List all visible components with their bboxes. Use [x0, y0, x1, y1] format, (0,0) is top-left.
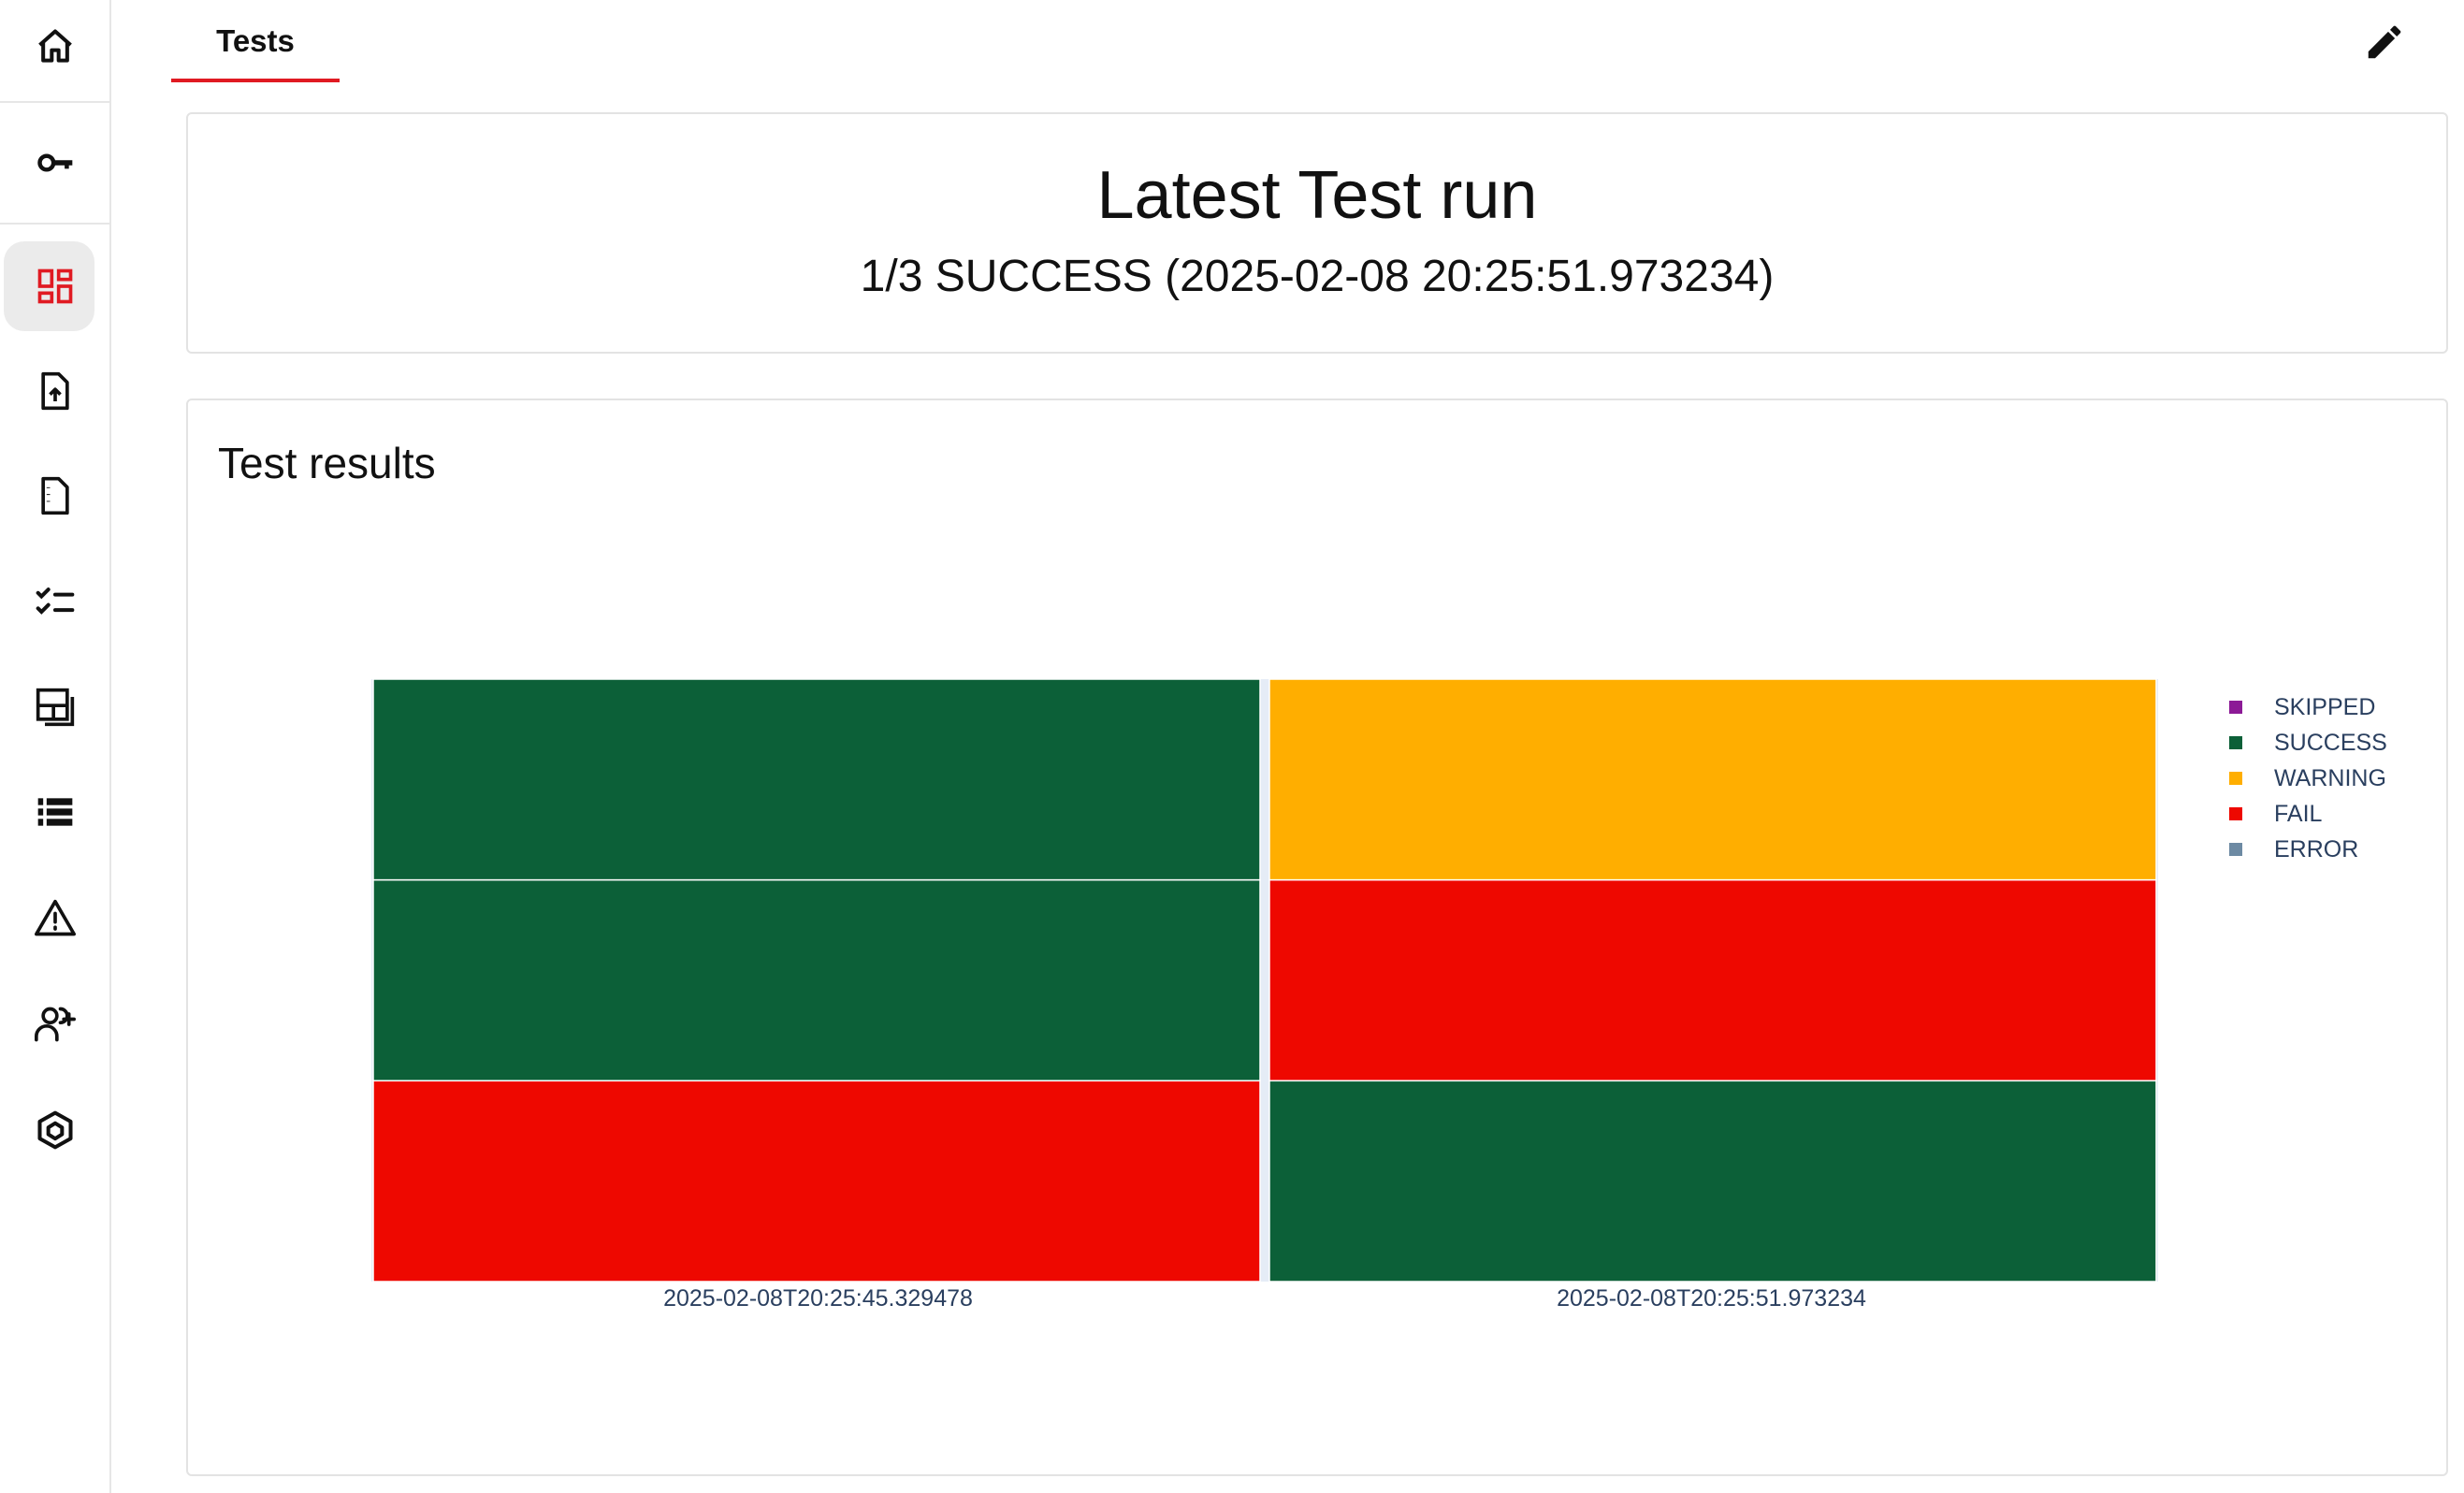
sidebar-item-upload[interactable]	[0, 344, 109, 438]
legend-item-success[interactable]: SUCCESS	[2229, 730, 2387, 756]
legend-label: WARNING	[2274, 765, 2386, 791]
heatmap-cell-warning[interactable]	[1268, 678, 2157, 881]
tab-tests-label: Tests	[216, 23, 295, 58]
sidebar-item-list[interactable]	[0, 765, 109, 859]
dashboard-icon	[37, 268, 72, 304]
x-tick-label: 2025-02-08T20:25:45.329478	[663, 1285, 973, 1312]
latest-run-card: Latest Test run 1/3 SUCCESS (2025-02-08 …	[186, 112, 2448, 354]
sidebar-item-home[interactable]	[0, 0, 109, 94]
legend-item-warning[interactable]: WARNING	[2229, 765, 2386, 791]
legend-item-fail[interactable]: FAIL	[2229, 801, 2323, 827]
latest-run-summary: 1/3 SUCCESS (2025-02-08 20:25:51.973234)	[860, 252, 1775, 301]
legend-label: SKIPPED	[2274, 694, 2375, 720]
legend-swatch	[2229, 843, 2242, 856]
sidebar-item-keys[interactable]	[0, 116, 109, 210]
document-icon	[40, 476, 69, 515]
sidebar	[0, 0, 111, 1493]
sidebar-item-alerts[interactable]	[0, 872, 109, 965]
heatmap-cell-fail[interactable]	[372, 1080, 1261, 1283]
legend-label: ERROR	[2274, 836, 2358, 862]
x-tick-label: 2025-02-08T20:25:51.973234	[1557, 1285, 1866, 1312]
heatmap-cell-success[interactable]	[1268, 1080, 2157, 1283]
checklist-icon	[36, 587, 74, 615]
sidebar-item-documents[interactable]	[0, 449, 109, 543]
sidebar-item-dashboard[interactable]	[0, 239, 109, 333]
warning-icon	[34, 899, 76, 936]
pencil-icon	[2368, 25, 2401, 59]
edit-button[interactable]	[2357, 15, 2412, 69]
legend-label: FAIL	[2274, 801, 2323, 827]
legend-swatch	[2229, 807, 2242, 820]
legend-item-error[interactable]: ERROR	[2229, 836, 2358, 862]
home-icon	[37, 29, 72, 63]
heatmap-cell-success[interactable]	[372, 678, 1261, 881]
file-upload-icon	[40, 371, 69, 411]
sidebar-item-layers[interactable]	[0, 660, 109, 754]
legend-item-skipped[interactable]: SKIPPED	[2229, 694, 2375, 720]
test-results-card: Test results 2025-02-08T20:25:45.329478 2…	[186, 399, 2448, 1476]
legend-swatch	[2229, 772, 2242, 785]
tab-tests[interactable]: Tests	[171, 0, 340, 82]
heatmap-cell-success[interactable]	[372, 878, 1261, 1082]
cube-icon	[36, 1110, 73, 1150]
sidebar-item-checks[interactable]	[0, 555, 109, 648]
sidebar-item-packages[interactable]	[0, 1083, 109, 1177]
list-icon	[37, 798, 72, 826]
latest-run-title: Latest Test run	[1096, 158, 1538, 233]
add-user-icon	[34, 1007, 76, 1042]
layers-icon	[36, 688, 74, 727]
legend-swatch	[2229, 736, 2242, 749]
test-results-title: Test results	[218, 439, 436, 487]
key-icon	[36, 153, 72, 172]
sidebar-item-users[interactable]	[0, 978, 109, 1071]
heatmap-cell-fail[interactable]	[1268, 878, 2157, 1082]
test-results-chart: 2025-02-08T20:25:45.329478 2025-02-08T20:…	[371, 678, 2387, 1312]
legend-swatch	[2229, 701, 2242, 714]
legend-label: SUCCESS	[2274, 730, 2387, 756]
